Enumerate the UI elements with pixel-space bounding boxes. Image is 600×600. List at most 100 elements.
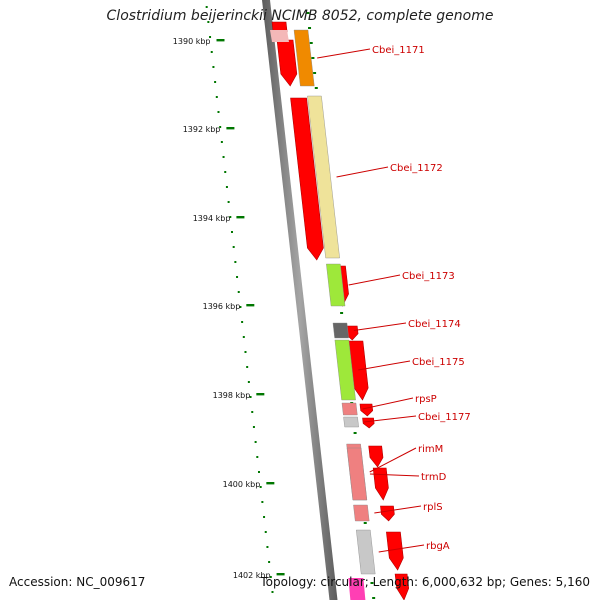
minor-tick xyxy=(268,561,271,563)
minor-tick xyxy=(254,441,257,443)
minor-tick xyxy=(236,276,239,278)
gene-feature xyxy=(356,529,376,575)
gene-label: Cbei_1174 xyxy=(408,319,461,330)
minor-tick xyxy=(227,201,230,203)
leader-line xyxy=(378,544,425,553)
leader-line xyxy=(362,397,414,410)
gene-feature-pink xyxy=(348,578,366,600)
leader-line xyxy=(358,360,411,371)
minor-tick xyxy=(263,516,266,518)
cds-arrow xyxy=(394,573,410,600)
major-tick xyxy=(236,216,245,219)
minor-tick xyxy=(251,411,254,413)
leader-line xyxy=(369,447,417,473)
minor-tick xyxy=(215,96,218,98)
minor-tick xyxy=(266,546,269,548)
gene-feature xyxy=(326,263,346,307)
feature-tick xyxy=(313,72,317,74)
scale-label: 1398 kbp xyxy=(213,391,251,400)
leader-line xyxy=(348,274,401,286)
feature-tick xyxy=(372,597,376,599)
cds-arrow xyxy=(368,445,384,468)
gene-feature xyxy=(293,29,315,87)
leader-line xyxy=(317,48,371,59)
gene-label: Cbei_1175 xyxy=(412,357,465,368)
edge-mask xyxy=(588,594,600,600)
scale-label: 1396 kbp xyxy=(203,302,241,311)
gene-label: Cbei_1173 xyxy=(402,271,455,282)
cds-arrows xyxy=(271,21,410,600)
scale-label: 1400 kbp xyxy=(223,480,261,489)
minor-tick xyxy=(225,186,228,188)
minor-tick xyxy=(239,306,242,308)
genome-title: Clostridium beijerinckii NCIMB 8052, com… xyxy=(106,8,494,24)
gene-label: rpsP xyxy=(415,394,437,405)
major-tick xyxy=(216,39,225,42)
scale-label: 1394 kbp xyxy=(193,214,231,223)
minor-tick xyxy=(259,486,262,488)
minor-tick xyxy=(249,396,252,398)
cds-arrow xyxy=(386,531,404,571)
scale-label: 1390 kbp xyxy=(173,37,211,46)
gene-label: rplS xyxy=(423,502,443,513)
cds-arrow xyxy=(362,417,375,429)
minor-tick xyxy=(207,21,210,23)
minor-tick xyxy=(224,171,227,173)
scale-labels: 1390 kbp 1392 kbp 1394 kbp 1396 kbp 1398 kbp… xyxy=(173,37,271,580)
gene-label: Cbei_1171 xyxy=(372,45,425,56)
minor-tick xyxy=(217,111,220,113)
minor-tick xyxy=(234,261,237,263)
feature-tick xyxy=(311,57,315,59)
minor-tick xyxy=(241,321,244,323)
minor-tick xyxy=(229,216,232,218)
minor-tick xyxy=(205,6,208,8)
minor-tick xyxy=(210,51,213,53)
cds-arrow xyxy=(380,505,395,522)
gene-label: rimM xyxy=(418,444,443,455)
minor-tick xyxy=(247,381,250,383)
cds-arrow xyxy=(290,97,324,261)
leader-line xyxy=(369,473,420,477)
gene-feature xyxy=(341,402,358,416)
gene-feature xyxy=(332,322,349,339)
leader-line xyxy=(336,166,389,178)
minor-tick xyxy=(214,81,217,83)
gene-feature xyxy=(346,447,368,501)
feature-tick xyxy=(309,42,313,44)
major-tick xyxy=(276,573,285,576)
feature-tick xyxy=(340,312,344,314)
gene-feature xyxy=(307,95,340,259)
leader-line xyxy=(364,415,417,423)
gene-label: rbgA xyxy=(426,541,450,552)
gene-features xyxy=(270,29,600,600)
minor-tick xyxy=(219,126,222,128)
feature-tick xyxy=(353,432,357,434)
minor-tick xyxy=(237,291,240,293)
minor-tick xyxy=(222,156,225,158)
scale-label: 1402 kbp xyxy=(233,571,271,580)
minor-tick xyxy=(256,456,259,458)
scale-label: 1392 kbp xyxy=(183,125,221,134)
minor-tick xyxy=(269,576,272,578)
gene-label: Cbei_1172 xyxy=(390,163,443,174)
cds-arrow xyxy=(276,39,298,87)
gene-labels: Cbei_1171 Cbei_1172 Cbei_1173 Cbei_1174 Cbei… xyxy=(317,45,471,553)
genome-backbone xyxy=(262,0,338,600)
major-tick xyxy=(246,304,255,307)
cds-arrow xyxy=(359,403,374,417)
feature-tick xyxy=(370,582,374,584)
minor-tick xyxy=(271,591,274,593)
minor-tick xyxy=(220,141,223,143)
cds-arrow xyxy=(372,467,389,501)
major-tick xyxy=(256,393,265,396)
gene-feature xyxy=(353,504,370,522)
minor-tick xyxy=(209,36,212,38)
accession-text: Accession: NC_009617 xyxy=(9,575,146,589)
gene-feature xyxy=(343,416,359,428)
minor-tick xyxy=(261,501,264,503)
feature-tick xyxy=(306,12,310,14)
minor-tick xyxy=(252,426,255,428)
minor-tick xyxy=(232,246,235,248)
major-tick xyxy=(226,127,235,130)
